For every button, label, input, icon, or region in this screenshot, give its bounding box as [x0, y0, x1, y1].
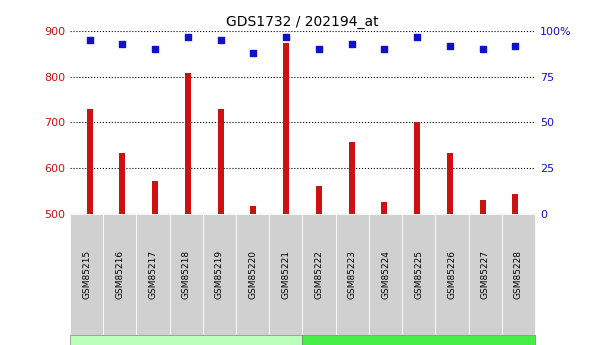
Text: GSM85223: GSM85223 [348, 250, 357, 299]
Text: GSM85215: GSM85215 [82, 250, 91, 299]
Text: GSM85220: GSM85220 [248, 250, 257, 299]
Bar [152, 181, 158, 214]
Text: GSM85218: GSM85218 [182, 250, 191, 299]
Point [282, 34, 291, 39]
Point [511, 43, 520, 48]
Bar [348, 142, 354, 214]
Title: GDS1732 / 202194_at: GDS1732 / 202194_at [226, 14, 379, 29]
Point [314, 47, 323, 52]
Text: GSM85226: GSM85226 [447, 250, 457, 299]
Point [85, 37, 94, 43]
Text: GSM85227: GSM85227 [481, 250, 489, 299]
Text: GSM85216: GSM85216 [116, 250, 124, 299]
Point [347, 41, 356, 47]
Point [445, 43, 455, 48]
Bar [480, 200, 486, 214]
Bar [250, 206, 257, 214]
Bar [381, 201, 387, 214]
Bar [119, 153, 125, 214]
Text: GSM85221: GSM85221 [282, 250, 291, 299]
Point [412, 34, 422, 39]
Bar [513, 194, 519, 214]
Bar [414, 122, 420, 214]
Point [478, 47, 488, 52]
Text: GSM85225: GSM85225 [414, 250, 423, 299]
Point [379, 47, 389, 52]
Bar [316, 186, 322, 214]
Point [216, 37, 226, 43]
Bar [218, 109, 224, 214]
Point [117, 41, 127, 47]
Point [183, 34, 193, 39]
Point [249, 50, 258, 56]
Text: GSM85228: GSM85228 [514, 250, 523, 299]
Bar [283, 43, 289, 214]
Point [150, 47, 160, 52]
Text: GSM85224: GSM85224 [381, 250, 390, 299]
Text: GSM85217: GSM85217 [148, 250, 157, 299]
Bar [185, 73, 191, 214]
Text: GSM85222: GSM85222 [314, 250, 323, 299]
Text: GSM85219: GSM85219 [215, 250, 224, 299]
Bar [447, 153, 453, 214]
Bar [86, 109, 92, 214]
